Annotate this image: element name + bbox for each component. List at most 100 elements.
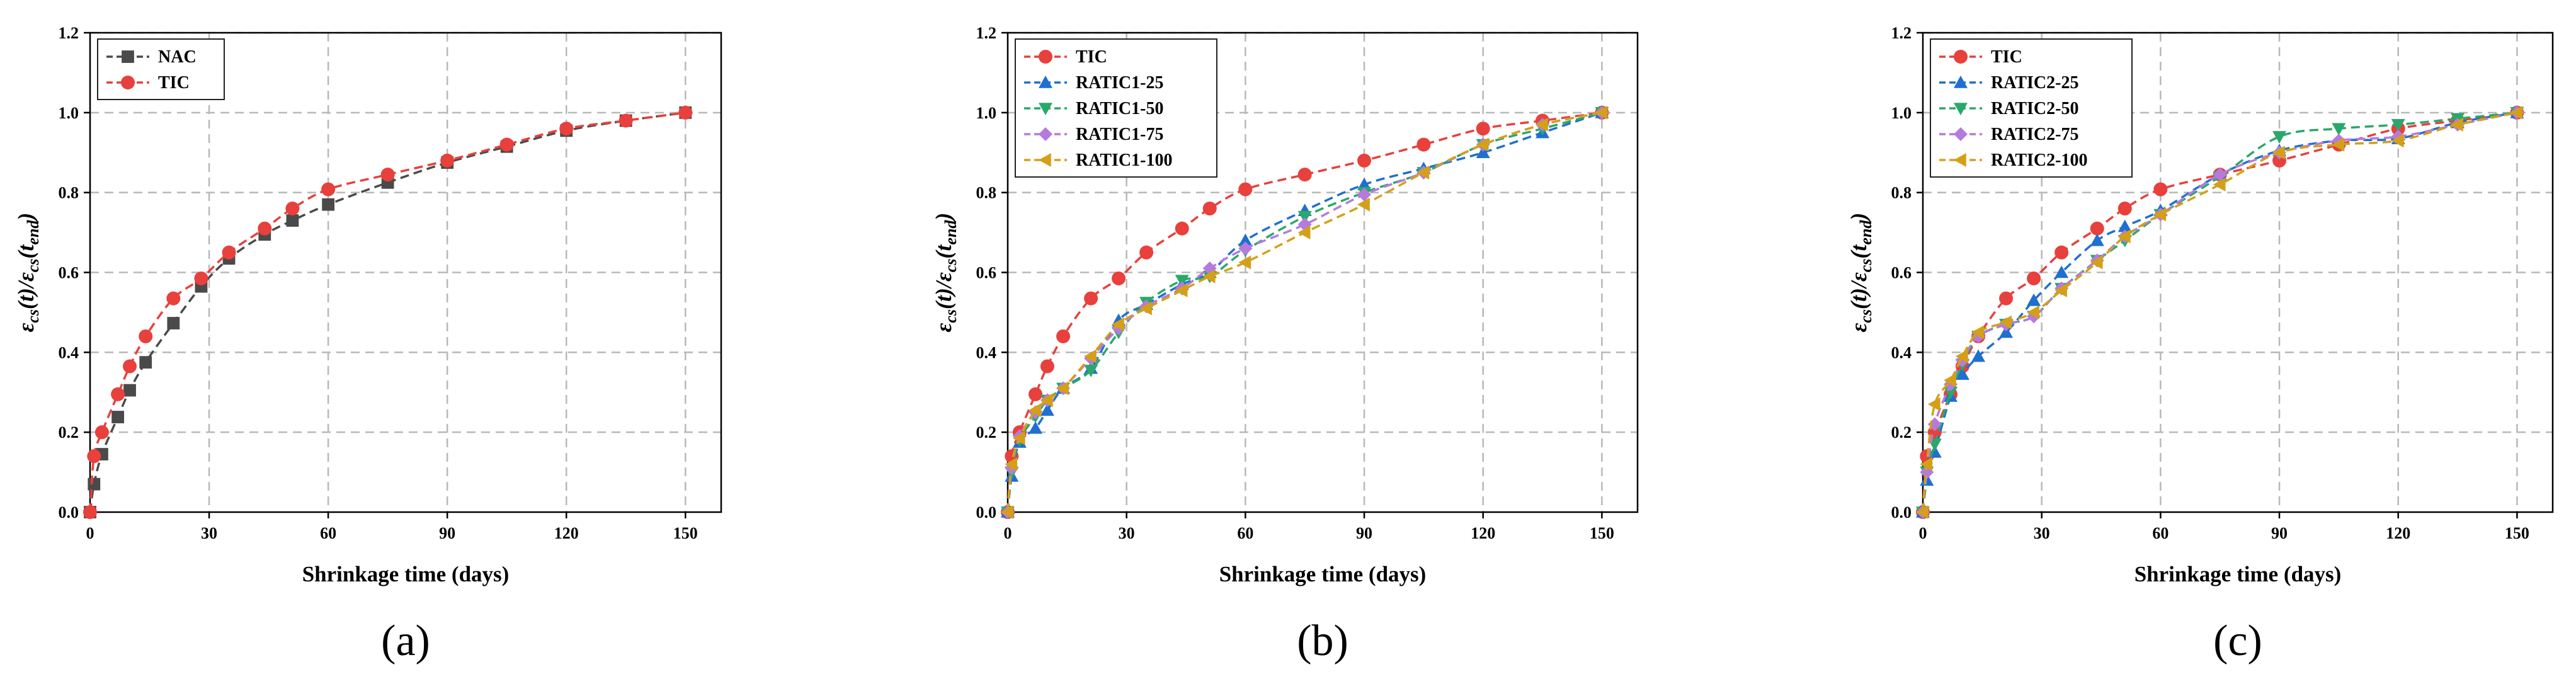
- legend-marker: [121, 76, 135, 89]
- data-point: [1357, 197, 1370, 212]
- data-point: [1040, 393, 1053, 408]
- data-point: [2332, 137, 2345, 152]
- y-axis-title-subscript: end: [1857, 220, 1875, 245]
- data-point: [1297, 210, 1312, 224]
- x-tick-label: 90: [2271, 524, 2288, 542]
- data-point: [1029, 387, 1043, 401]
- legend: TIC RATIC2-25 RATIC2-50 RATIC2-75 RATIC2-100: [1930, 38, 2133, 178]
- series-line: [1006, 111, 1602, 513]
- y-axis-title: εcs(t)/εcs(tend): [931, 213, 960, 333]
- data-point: [1056, 329, 1071, 343]
- data-point: [1202, 202, 1217, 216]
- data-point: [1955, 367, 1969, 380]
- data-point: [2332, 123, 2346, 136]
- data-point: [1999, 325, 2014, 338]
- data-point: [1175, 283, 1188, 298]
- data-point: [678, 105, 693, 120]
- data-point: [2090, 221, 2104, 236]
- data-point: [2451, 117, 2463, 132]
- panel-label: (b): [1297, 617, 1348, 665]
- y-axis-title-part: (t)/ε: [13, 272, 38, 309]
- data-point: [1139, 301, 1152, 316]
- y-axis-title: εcs(t)/εcs(tend): [1846, 213, 1875, 333]
- data-point: [2117, 219, 2132, 232]
- data-point: [1595, 105, 1608, 120]
- data-point: [322, 198, 335, 211]
- legend-label: RATIC2-100: [1991, 151, 2087, 170]
- panel-a: 0 30 60 90 120 150 0.0 0.2 0.4 0.6 0.8 1.0 1.2 Shrink…: [13, 24, 722, 665]
- y-axis-title-part: (t)/ε: [931, 272, 956, 309]
- x-tick-label: 90: [1356, 524, 1372, 542]
- data-point: [2117, 229, 2131, 244]
- data-point: [2055, 265, 2069, 278]
- y-tick-label: 0.6: [59, 264, 79, 282]
- legend-label: NAC: [158, 47, 197, 67]
- x-tick-label: 30: [2034, 524, 2050, 542]
- x-tick-label: 90: [439, 524, 455, 542]
- data-point: [1927, 397, 1941, 411]
- data-point: [94, 425, 109, 440]
- data-point: [2213, 168, 2227, 182]
- data-point: [1297, 168, 1312, 182]
- data-point: [167, 317, 180, 329]
- data-point: [1357, 187, 1372, 202]
- y-tick-label: 0.8: [1891, 184, 1912, 202]
- y-tick-label: 0.2: [976, 423, 997, 442]
- y-axis-title-subscript: cs: [1857, 309, 1875, 323]
- data-point: [1971, 349, 1986, 362]
- y-tick-label: 0.4: [976, 343, 997, 362]
- y-axis-title-subscript: cs: [24, 259, 42, 273]
- data-point: [222, 245, 236, 260]
- y-axis-title-subscript: cs: [942, 309, 960, 323]
- y-axis-title-part: (t: [1846, 244, 1871, 259]
- x-tick-label: 150: [2505, 524, 2529, 542]
- legend-label: RATIC2-50: [1991, 99, 2078, 118]
- legend-label: TIC: [1076, 47, 1107, 67]
- legend-label: RATIC2-75: [1991, 125, 2078, 144]
- data-point: [2510, 105, 2523, 120]
- data-point: [2391, 119, 2405, 132]
- y-tick-label: 1.0: [976, 104, 997, 122]
- legend-label: RATIC1-25: [1076, 73, 1163, 93]
- data-point: [111, 387, 125, 401]
- y-axis-title-subscript: end: [24, 220, 42, 245]
- data-point: [2153, 182, 2168, 197]
- data-point: [2117, 202, 2132, 216]
- legend-label: TIC: [158, 73, 190, 93]
- data-point: [1001, 505, 1013, 519]
- data-point: [1005, 457, 1018, 471]
- data-point: [1112, 271, 1126, 286]
- y-axis-title-part: (t: [931, 244, 956, 259]
- data-point: [1029, 421, 1043, 434]
- y-tick-label: 0.0: [1891, 503, 1912, 522]
- data-point: [2391, 134, 2404, 148]
- legend-marker: [1039, 127, 1052, 141]
- x-tick-label: 120: [554, 524, 579, 542]
- data-point: [111, 411, 125, 423]
- panel-label: (c): [2213, 617, 2262, 665]
- data-point: [1238, 241, 1253, 256]
- y-axis-title-part: ε: [1846, 323, 1871, 332]
- y-tick-label: 0.8: [976, 184, 997, 202]
- data-point: [2055, 283, 2067, 298]
- data-point: [1175, 221, 1189, 236]
- legend-label: RATIC1-50: [1076, 99, 1163, 118]
- data-point: [1084, 291, 1098, 306]
- data-point: [1084, 365, 1098, 377]
- data-point: [123, 359, 137, 374]
- y-tick-label: 0.4: [1891, 343, 1912, 362]
- data-point: [285, 202, 300, 216]
- data-point: [2153, 207, 2167, 222]
- legend-marker: [1954, 50, 1968, 64]
- data-point: [1357, 153, 1372, 168]
- data-point: [499, 137, 514, 152]
- x-tick-label: 30: [201, 524, 217, 542]
- x-tick-label: 120: [2386, 524, 2410, 542]
- data-point: [2272, 146, 2285, 160]
- data-point: [1238, 233, 1253, 246]
- panel-b: 0 30 60 90 120 150 0.0 0.2 0.4 0.6 0.8 1.0 1.2 Shrink…: [931, 24, 1639, 665]
- data-point: [286, 214, 299, 227]
- data-point: [1944, 373, 1956, 387]
- y-axis-title-subscript: cs: [24, 309, 42, 323]
